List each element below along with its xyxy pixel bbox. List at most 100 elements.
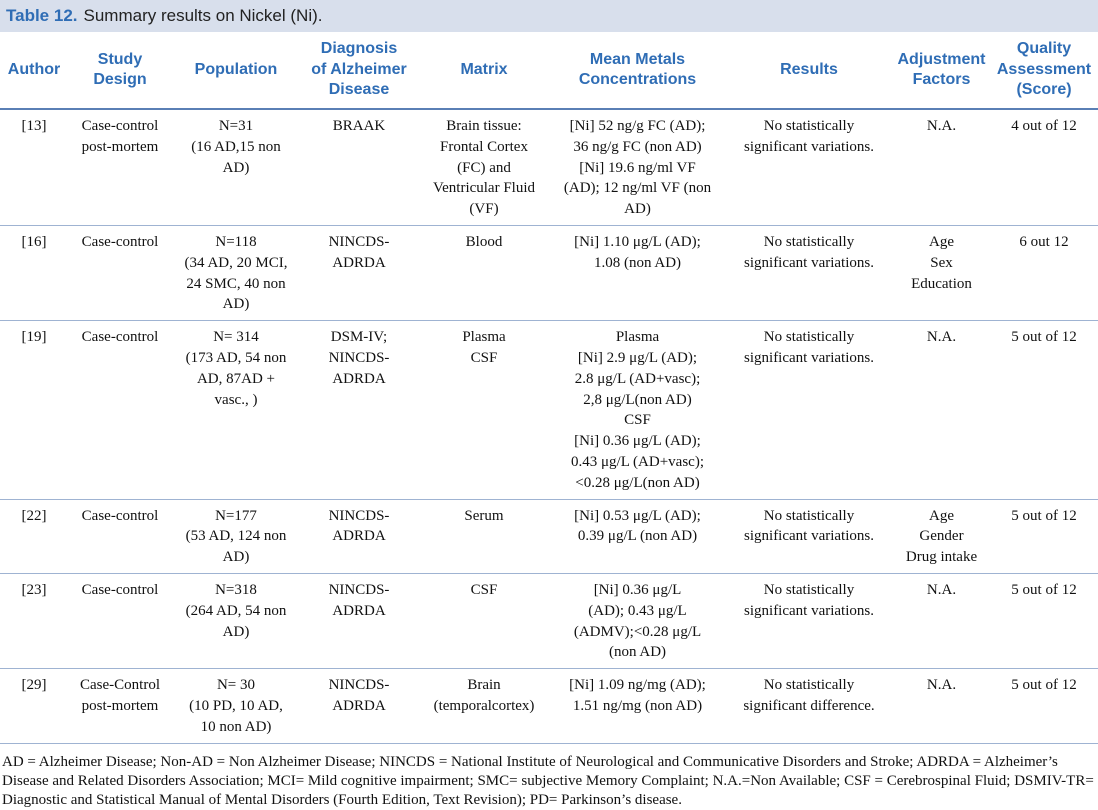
cell-line: 0.39 μg/L (non AD) xyxy=(577,528,698,545)
table-cell: 4 out of 12 xyxy=(990,109,1098,226)
header-line: of Alzheimer xyxy=(311,60,407,78)
header-line: Assessment xyxy=(996,60,1092,78)
cell-line: [Ni] 0.53 μg/L (AD); xyxy=(574,507,701,524)
cell-line: Case-control xyxy=(81,581,159,598)
table-cell: Serum xyxy=(418,499,550,574)
cell-line: AD) xyxy=(222,549,250,566)
cell-line: (264 AD, 54 non xyxy=(185,602,287,619)
cell-line: (temporalcortex) xyxy=(433,697,535,714)
table-cell: No statistically significant variations. xyxy=(725,225,893,322)
cell-line: (53 AD, 124 non xyxy=(185,528,287,545)
header-line: Adjustment xyxy=(897,50,986,68)
cell-line: 4 out of 12 xyxy=(1011,118,1077,134)
table-cell: No statistically significant difference. xyxy=(725,668,893,744)
header-line: Results xyxy=(780,60,838,78)
cell-line: NINCDS- xyxy=(328,507,390,524)
cell-line: (FC) and xyxy=(457,159,511,176)
cell-line: Age xyxy=(929,233,954,250)
header-line: (Score) xyxy=(1016,81,1072,99)
cell-line: N=118 xyxy=(215,233,257,250)
table-cell: N=177 (53 AD, 124 non AD) xyxy=(172,499,300,574)
table-cell: N=31 (16 AD,15 non AD) xyxy=(172,109,300,226)
cell-line: Case-control xyxy=(81,329,159,346)
cell-line: DSM-IV; xyxy=(330,329,388,346)
cell-line: CSF xyxy=(470,581,498,598)
cell-line: N=177 xyxy=(215,507,257,524)
cell-line: 5 out of 12 xyxy=(1011,581,1077,598)
table-row: [23] Case-control N=318 (264 AD, 54 non AD) N… xyxy=(0,573,1098,670)
table-cell: [16] xyxy=(0,225,68,322)
cell-line: [Ni] 52 ng/g FC (AD); xyxy=(569,118,706,134)
table-cell: N= 314 (173 AD, 54 non AD, 87AD + vasc., ) xyxy=(172,320,300,500)
cell-line: N= 314 xyxy=(213,329,259,346)
cell-line: (AD); 12 ng/ml VF (non xyxy=(563,180,712,197)
cell-line: No statistically xyxy=(763,329,855,346)
table-cell: [Ni] 0.53 μg/L (AD); 0.39 μg/L (non AD) xyxy=(550,499,725,574)
table-cell: 6 out 12 xyxy=(990,225,1098,322)
cell-line: CSF xyxy=(624,412,651,429)
header-line: Concentrations xyxy=(578,71,697,88)
header-cell: Study Design xyxy=(68,32,172,110)
table-row: [16] Case-control N=118 (34 AD, 20 MCI, 24 S… xyxy=(0,225,1098,322)
header-line: Author xyxy=(7,60,61,78)
cell-line: ADRDA xyxy=(332,528,386,545)
table-row: [19] Case-control N= 314 (173 AD, 54 non AD,… xyxy=(0,320,1098,500)
cell-line: [Ni] 19.6 ng/ml VF xyxy=(579,159,696,176)
cell-line: AD) xyxy=(624,201,651,218)
cell-line: 36 ng/g FC (non AD) xyxy=(573,138,702,155)
table-cell: DSM-IV; NINCDS- ADRDA xyxy=(300,320,418,500)
table-cell: CSF xyxy=(418,573,550,670)
cell-line: (16 AD,15 non xyxy=(191,138,281,155)
cell-line: (AD); 0.43 μg/L xyxy=(588,602,687,619)
table-cell: N=318 (264 AD, 54 non AD) xyxy=(172,573,300,670)
cell-line: N=318 xyxy=(215,581,257,598)
table-cell: Brain (temporalcortex) xyxy=(418,668,550,744)
cell-line: 2,8 μg/L(non AD) xyxy=(583,391,692,408)
table-cell: [22] xyxy=(0,499,68,574)
cell-line: No statistically xyxy=(763,581,855,598)
header-line: Quality xyxy=(1016,40,1072,58)
cell-line: Case-control xyxy=(81,507,159,524)
table-cell: [23] xyxy=(0,573,68,670)
table-cell: [Ni] 52 ng/g FC (AD); 36 ng/g FC (non AD)… xyxy=(550,109,725,226)
table-cell: NINCDS- ADRDA xyxy=(300,225,418,322)
table-cell: 5 out of 12 xyxy=(990,499,1098,574)
header-line: Diagnosis xyxy=(320,40,398,58)
cell-line: N=31 xyxy=(218,118,254,134)
cell-line: [Ni] 2.9 μg/L (AD); xyxy=(577,349,698,366)
cell-line: CSF xyxy=(470,349,498,366)
header-cell: Matrix xyxy=(418,32,550,110)
cell-line: (non AD) xyxy=(608,644,667,661)
cell-line: NINCDS- xyxy=(328,581,390,598)
cell-line: <0.28 μg/L(non AD) xyxy=(575,474,700,491)
table-row: [29] Case-Control post-mortem N= 30 (10 PD, … xyxy=(0,668,1098,744)
cell-line: No statistically xyxy=(763,507,855,524)
cell-line: AD, 87AD + xyxy=(196,370,276,387)
table-cell: Age Sex Education xyxy=(893,225,990,322)
caption-text: Summary results on Nickel (Ni). xyxy=(83,6,323,25)
cell-line: Plasma xyxy=(462,329,506,346)
cell-line: significant variations. xyxy=(744,602,874,619)
cell-line: significant variations. xyxy=(744,349,874,366)
cell-line: 5 out of 12 xyxy=(1011,677,1077,694)
table-cell: [Ni] 0.36 μg/L (AD); 0.43 μg/L (ADMV);<0.2… xyxy=(550,573,725,670)
cell-line: [Ni] 1.10 μg/L (AD); xyxy=(574,233,701,250)
cell-line: N.A. xyxy=(926,581,957,598)
table-row: [22] Case-control N=177 (53 AD, 124 non AD) N… xyxy=(0,499,1098,574)
header-line: Design xyxy=(93,71,147,88)
cell-line: NINCDS- xyxy=(328,233,390,250)
cell-line: 5 out of 12 xyxy=(1011,507,1077,524)
table-cell: Case-control xyxy=(68,320,172,500)
cell-line: N.A. xyxy=(926,118,957,134)
table-cell: N.A. xyxy=(893,320,990,500)
header-line: Population xyxy=(194,60,278,78)
cell-line: ADRDA xyxy=(332,602,386,619)
cell-line: Brain xyxy=(467,677,501,694)
header-cell: Author xyxy=(0,32,68,110)
cell-line: [Ni] 0.36 μg/L xyxy=(593,581,682,598)
table-cell: N.A. xyxy=(893,109,990,226)
table-cell: No statistically significant variations. xyxy=(725,109,893,226)
table-cell: [Ni] 1.09 ng/mg (AD); 1.51 ng/mg (non AD) xyxy=(550,668,725,744)
table-cell: N.A. xyxy=(893,668,990,744)
